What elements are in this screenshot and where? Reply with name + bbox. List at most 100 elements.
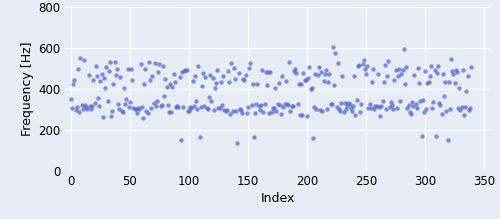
Point <box>228 109 236 113</box>
Point <box>240 79 248 82</box>
Point <box>150 61 158 65</box>
Point <box>270 106 278 109</box>
Point <box>173 104 181 108</box>
Point <box>306 65 314 69</box>
Point <box>384 74 392 77</box>
Point <box>92 64 100 67</box>
Point <box>300 78 308 82</box>
Point <box>99 115 107 118</box>
Point <box>336 110 344 113</box>
Point <box>410 105 418 108</box>
Point <box>395 67 403 70</box>
Point <box>188 79 196 83</box>
Point <box>124 68 132 71</box>
Point <box>384 59 392 62</box>
Point <box>317 71 325 74</box>
Point <box>184 110 192 113</box>
Point <box>268 110 276 114</box>
Point <box>254 83 262 86</box>
Point <box>297 82 305 86</box>
Point <box>152 105 160 108</box>
Point <box>450 72 458 76</box>
Point <box>465 109 473 112</box>
Point <box>205 95 213 99</box>
Point <box>444 80 452 83</box>
Point <box>448 69 456 72</box>
Point <box>396 99 404 103</box>
Point <box>128 79 136 82</box>
Point <box>271 87 279 90</box>
Point <box>113 68 121 71</box>
Point <box>433 71 441 74</box>
Point <box>174 105 182 109</box>
Point <box>70 83 78 86</box>
Point <box>340 110 347 114</box>
Point <box>315 65 323 69</box>
Point <box>95 104 103 108</box>
Point <box>196 135 203 138</box>
Point <box>106 60 114 64</box>
Point <box>178 71 186 74</box>
Point <box>421 69 429 72</box>
Point <box>272 109 280 112</box>
Point <box>404 106 411 109</box>
Point <box>462 89 470 92</box>
Point <box>346 103 354 106</box>
Point <box>182 68 190 72</box>
Point <box>120 86 128 90</box>
Point <box>88 104 96 108</box>
Point <box>466 106 474 110</box>
Point <box>104 69 112 72</box>
Point <box>418 135 426 138</box>
Point <box>75 110 83 114</box>
Point <box>190 104 198 108</box>
Point <box>326 102 334 106</box>
Point <box>441 80 449 83</box>
Point <box>337 101 345 105</box>
Point <box>289 104 297 108</box>
Point <box>162 85 170 89</box>
Point <box>121 102 129 106</box>
Point <box>410 74 418 77</box>
Point <box>398 68 406 72</box>
Point <box>119 111 127 114</box>
Point <box>370 108 378 111</box>
Point <box>217 81 225 84</box>
Point <box>328 102 336 105</box>
Point <box>134 106 142 110</box>
Point <box>156 62 164 66</box>
Point <box>208 76 216 79</box>
Point <box>254 104 262 108</box>
Point <box>402 66 410 69</box>
Point <box>415 81 423 85</box>
Y-axis label: Frequency [Hz]: Frequency [Hz] <box>22 41 35 136</box>
Point <box>295 82 303 86</box>
Point <box>250 135 258 139</box>
Point <box>323 108 331 111</box>
Point <box>354 65 362 68</box>
Point <box>144 111 152 115</box>
Point <box>185 109 193 113</box>
Point <box>378 104 386 108</box>
Point <box>73 105 81 109</box>
Point <box>309 136 317 140</box>
Point <box>166 82 174 86</box>
Point <box>446 107 454 111</box>
Point <box>214 106 222 110</box>
Point <box>280 102 288 106</box>
Point <box>286 109 294 113</box>
Point <box>308 87 316 90</box>
Point <box>392 68 400 71</box>
Point <box>226 112 234 116</box>
Point <box>447 57 455 60</box>
Point <box>230 66 238 70</box>
Point <box>93 74 101 78</box>
Point <box>284 103 292 107</box>
Point <box>260 110 268 114</box>
Point <box>104 99 112 103</box>
Point <box>330 83 338 87</box>
Point <box>80 58 88 61</box>
Point <box>366 102 374 106</box>
Point <box>130 107 138 110</box>
Point <box>248 104 256 107</box>
